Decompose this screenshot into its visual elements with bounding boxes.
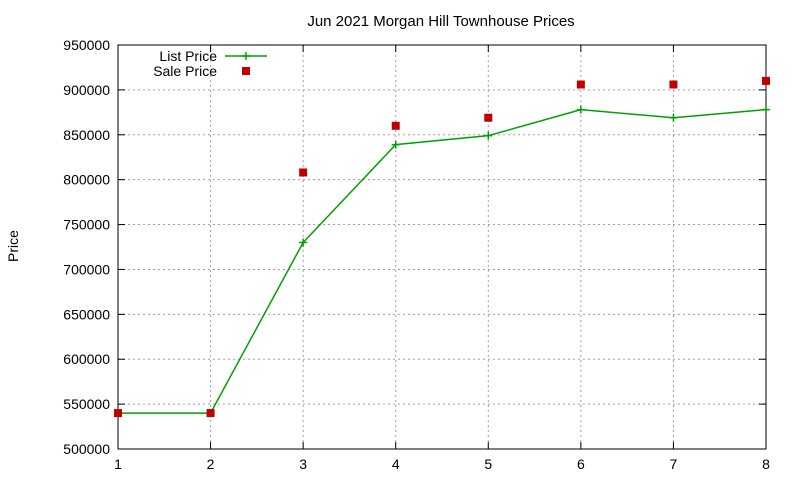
list-price-point [576,105,585,114]
sale-price-point [391,121,400,130]
list-price-point [391,140,400,149]
list-price-line [118,108,767,414]
y-tick-label: 550000 [63,396,110,412]
grid-lines [118,45,766,449]
sale-price-point [206,409,215,418]
legend-cross-swatch [242,52,250,60]
y-tick-label: 600000 [63,351,110,367]
series-marks [114,76,770,418]
y-tick-label: 700000 [63,261,110,277]
y-tick-label: 950000 [63,37,110,53]
x-tick-label: 1 [114,456,122,472]
x-tick-label: 2 [207,456,215,472]
x-tick-label: 3 [299,456,307,472]
sale-price-point [576,80,585,89]
axis-ticks: 500000 550000 600000 650000 700000 750000 8000… [63,37,770,472]
sale-price-point [669,80,678,89]
list-price-point [484,131,493,140]
legend-label: List Price [159,48,217,64]
sale-price-point [299,168,308,177]
sale-price-point [114,409,122,418]
y-tick-label: 800000 [63,172,110,188]
legend-square-swatch [242,67,250,75]
sale-price-point [762,76,770,85]
sale-price-point [484,113,493,122]
chart-title: Jun 2021 Morgan Hill Townhouse Prices [307,13,574,30]
x-tick-label: 8 [762,456,770,472]
x-tick-label: 6 [577,456,585,472]
y-tick-label: 750000 [63,217,110,233]
plot-frame [117,44,767,450]
y-tick-label: 850000 [63,127,110,143]
y-tick-label: 900000 [63,82,110,98]
y-tick-label: 500000 [63,441,110,457]
list-price-point [299,238,308,247]
x-tick-label: 7 [670,456,678,472]
y-axis-label: Price [5,230,21,262]
list-price-point [669,113,678,122]
x-tick-label: 5 [484,456,492,472]
list-price-point [762,105,770,114]
legend-label: Sale Price [153,63,217,79]
y-tick-label: 650000 [63,306,110,322]
x-tick-label: 4 [392,456,400,472]
